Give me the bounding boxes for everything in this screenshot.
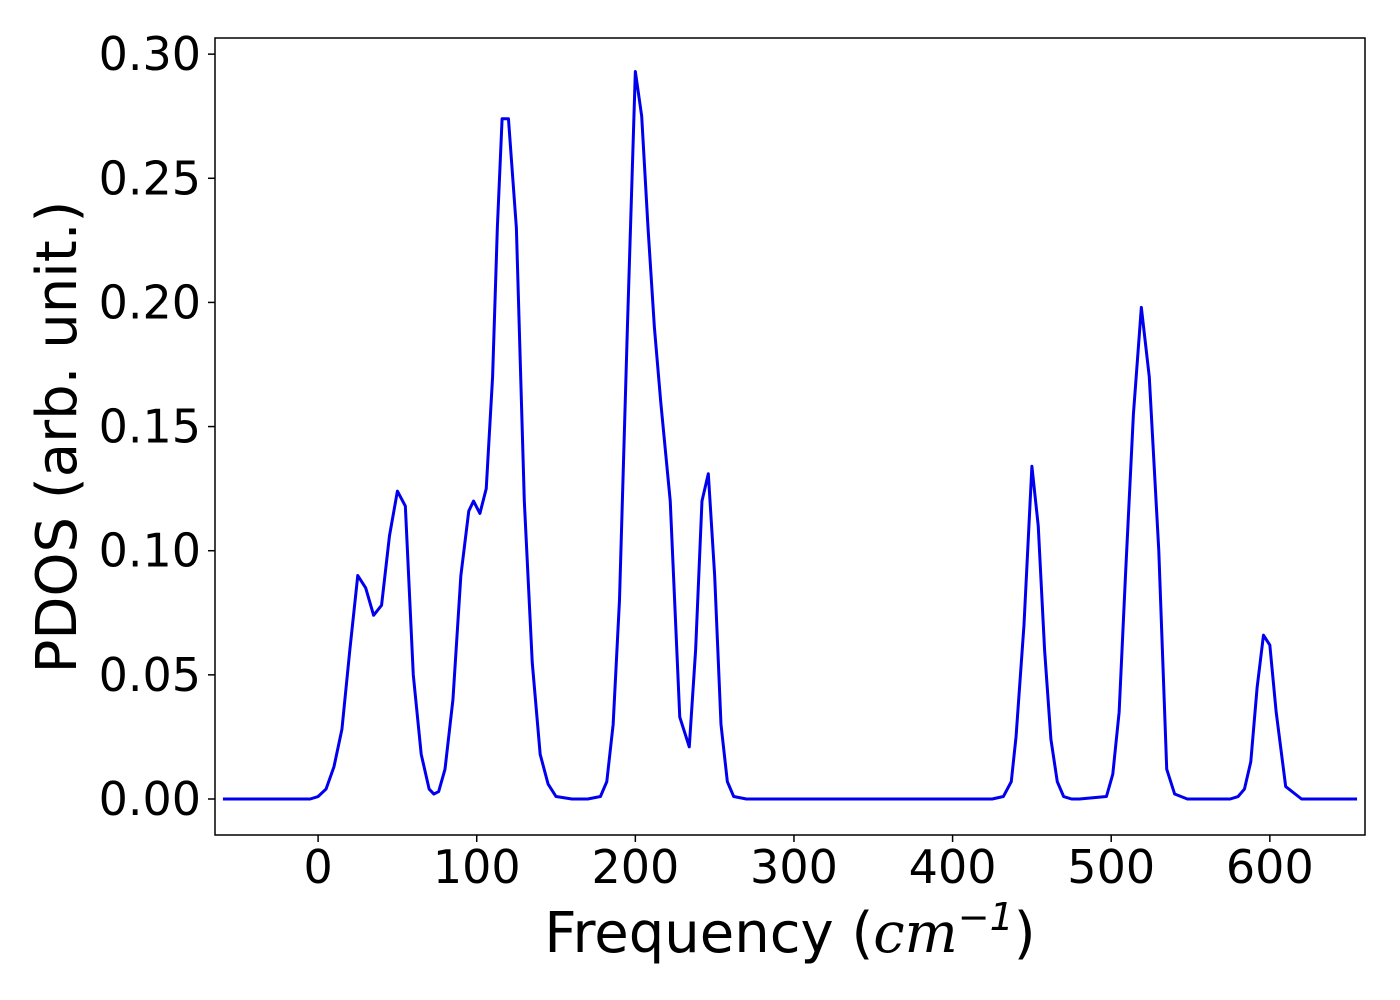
x-tick-label: 500 xyxy=(1067,840,1155,894)
y-tick-label: 0.05 xyxy=(99,648,201,702)
y-axis-label: PDOS (arb. unit.) xyxy=(25,201,90,674)
x-tick-label: 300 xyxy=(750,840,838,894)
y-tick-label: 0.10 xyxy=(99,524,201,578)
x-axis-label-exponent: −1 xyxy=(958,895,1014,939)
x-axis-label-suffix: ) xyxy=(1014,901,1036,966)
x-axis-label-unit: cm xyxy=(873,901,957,966)
y-tick-label: 0.15 xyxy=(99,400,201,454)
x-tick-label: 400 xyxy=(909,840,997,894)
x-axis-label-prefix: Frequency ( xyxy=(544,901,873,966)
y-tick-label: 0.30 xyxy=(99,27,201,81)
x-tick-label: 0 xyxy=(303,840,332,894)
pdos-series-line-0 xyxy=(222,70,1358,801)
plot-frame xyxy=(214,37,1366,836)
x-tick-label: 600 xyxy=(1226,840,1314,894)
x-tick-label: 200 xyxy=(591,840,679,894)
y-tick-label: 0.20 xyxy=(99,275,201,329)
x-axis-label: Frequency (cm−1) xyxy=(544,895,1035,966)
y-tick-label: 0.25 xyxy=(99,151,201,205)
y-tick-label: 0.00 xyxy=(99,772,201,826)
x-tick-label: 100 xyxy=(433,840,521,894)
